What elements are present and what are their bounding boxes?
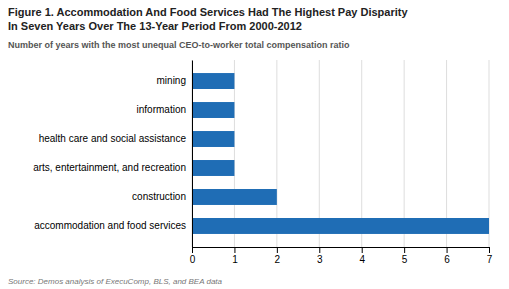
chart: Figure 1. Accommodation And Food Service… <box>0 0 509 289</box>
y-tick-label: accommodation and food services <box>34 220 186 231</box>
bar <box>192 131 234 147</box>
bar <box>192 160 234 176</box>
y-tick: mining <box>157 75 186 86</box>
subtitle: Number of years with the most unequal CE… <box>8 40 350 50</box>
bars <box>192 73 489 234</box>
x-tick-label: 1 <box>232 254 238 265</box>
x-tick: 1 <box>232 247 238 265</box>
grid-line <box>192 60 193 247</box>
x-axis-line <box>193 248 490 254</box>
x-tick: 4 <box>359 247 365 265</box>
x-tick-label: 4 <box>359 254 365 265</box>
x-tick: 6 <box>444 247 450 265</box>
source: Source: Demos analysis of ExecuComp, BLS… <box>8 277 223 286</box>
y-tick: construction <box>132 191 186 202</box>
x-axis: 0 1 2 3 4 5 6 7 <box>190 247 493 265</box>
bar <box>192 73 234 89</box>
x-tick-mark <box>489 247 490 253</box>
grid <box>192 60 489 247</box>
y-tick-label: arts, entertainment, and recreation <box>33 162 186 173</box>
title: In Seven Years Over The 13-Year Period F… <box>8 20 302 32</box>
x-tick-mark <box>319 247 320 253</box>
x-tick-label: 0 <box>190 254 196 265</box>
y-axis: accommodation and food services construct… <box>33 61 192 248</box>
plot: 0 1 2 3 4 5 6 7 accommodation and food services c… <box>33 60 493 265</box>
x-tick-label: 2 <box>275 254 281 265</box>
y-tick-label: construction <box>132 191 186 202</box>
y-tick: accommodation and food services <box>34 220 186 231</box>
x-tick-mark <box>362 247 363 253</box>
y-tick-label: health care and social assistance <box>39 133 187 144</box>
x-tick-label: 3 <box>317 254 323 265</box>
x-tick-mark <box>277 247 278 253</box>
x-tick: 5 <box>402 247 408 265</box>
y-tick: health care and social assistance <box>39 133 187 144</box>
x-tick: 2 <box>275 247 281 265</box>
x-tick: 0 <box>190 247 196 265</box>
x-tick-label: 5 <box>402 254 408 265</box>
title: Figure 1. Accommodation And Food Service… <box>8 6 408 18</box>
y-tick-label: mining <box>157 75 186 86</box>
y-tick: arts, entertainment, and recreation <box>33 162 186 173</box>
x-tick-mark <box>447 247 448 253</box>
y-tick: information <box>137 104 186 115</box>
bar <box>192 189 277 205</box>
x-tick: 3 <box>317 247 323 265</box>
x-tick-mark <box>192 247 193 253</box>
x-tick: 7 <box>487 247 493 265</box>
x-tick-label: 7 <box>487 254 493 265</box>
x-tick-label: 6 <box>444 254 450 265</box>
bar <box>192 102 234 118</box>
bar <box>192 218 489 234</box>
y-tick-label: information <box>137 104 186 115</box>
y-axis-line <box>192 61 193 248</box>
x-tick-mark <box>234 247 235 253</box>
x-tick-mark <box>404 247 405 253</box>
